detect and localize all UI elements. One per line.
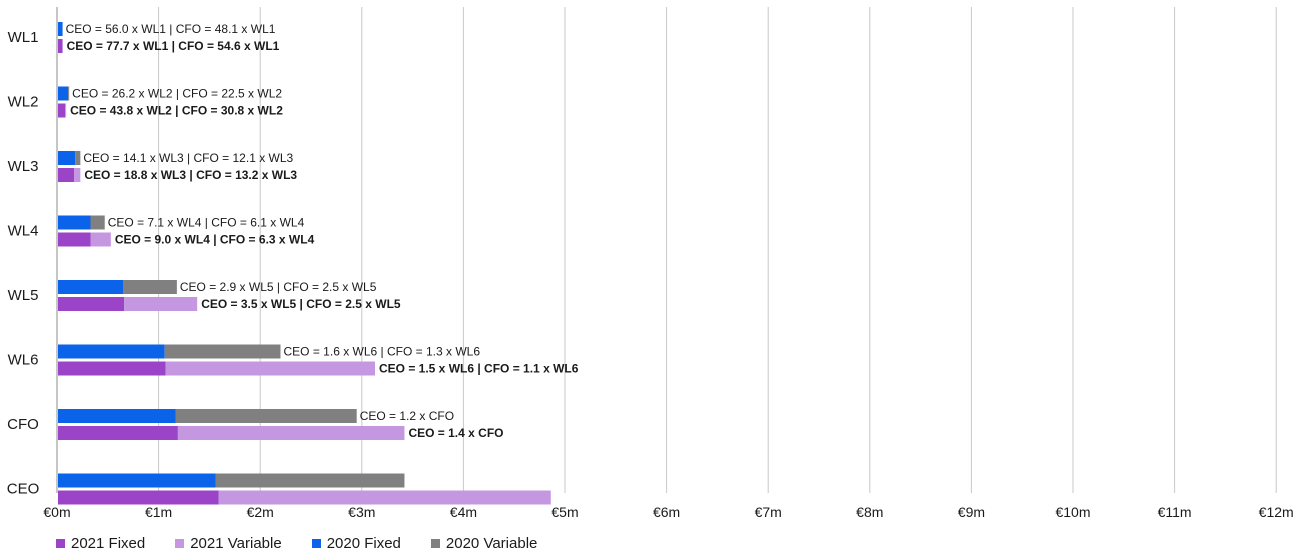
bar-2020-variable [215,473,405,488]
bar-2021-fixed [58,361,166,376]
annotation-2020: CEO = 2.9 x WL5 | CFO = 2.5 x WL5 [180,280,377,294]
bar-2021-variable [124,297,198,311]
bar-2020-fixed [58,86,69,101]
bar-2021-variable [90,232,111,247]
annotation-2020: CEO = 56.0 x WL1 | CFO = 48.1 x WL1 [66,22,276,36]
bar-2021-variable [218,490,551,505]
bar-2021-fixed [58,39,63,53]
annotation-2021: CEO = 77.7 x WL1 | CFO = 54.6 x WL1 [67,39,280,53]
legend-swatch [175,539,185,548]
bar-2021-fixed [58,232,91,247]
x-tick-label: €9m [958,504,985,520]
bar-2021-variable [165,361,375,376]
legend: 2021 Fixed 2021 Variable 2020 Fixed 2020 Va… [56,535,537,552]
x-tick-label: €0m [43,504,70,520]
bar-2020-fixed [58,473,216,488]
legend-swatch [56,539,65,548]
x-tick-label: €6m [653,504,680,520]
category-label: WL6 [8,352,39,369]
bar-2020-fixed [58,344,165,359]
x-tick-label: €2m [247,504,274,520]
bar-2021-fixed [58,297,125,311]
category-label: CEO [7,481,40,498]
bar-2020-fixed [58,215,91,230]
x-tick-label: €10m [1055,504,1090,520]
annotation-2021: CEO = 1.5 x WL6 | CFO = 1.1 x WL6 [379,362,579,376]
legend-swatch [311,539,321,548]
bar-2021-fixed [58,168,75,182]
annotation-2021: CEO = 3.5 x WL5 | CFO = 2.5 x WL5 [201,297,401,311]
legend-item: 2020 Fixed [311,535,401,552]
category-label: WL2 [8,94,39,111]
bar-2020-variable [123,280,177,294]
legend-swatch [430,539,440,548]
category-label: WL3 [8,158,39,175]
x-tick-label: €11m [1158,504,1192,520]
bar-2021-fixed [58,490,219,505]
x-tick-label: €1m [145,504,172,520]
bar-2020-variable [75,151,81,165]
x-tick-label: €8m [856,504,883,520]
x-tick-label: €3m [348,504,375,520]
category-label: WL1 [8,29,39,46]
bar-2020-variable [90,215,105,230]
bar-2020-fixed [58,151,76,165]
x-tick-label: €7m [755,504,782,520]
annotation-2021: CEO = 18.8 x WL3 | CFO = 13.2 x WL3 [84,168,297,182]
bar-2021-fixed [58,103,66,118]
annotation-2020: CEO = 26.2 x WL2 | CFO = 22.5 x WL2 [72,87,282,101]
bar-2021-fixed [58,426,178,440]
category-label: WL5 [8,287,39,304]
annotation-2021: CEO = 43.8 x WL2 | CFO = 30.8 x WL2 [70,104,283,118]
x-tick-label: €12m [1259,504,1294,520]
bar-2020-variable [175,409,357,423]
bar-2020-fixed [58,22,63,36]
x-tick-label: €4m [450,504,477,520]
bar-2020-variable [68,86,70,101]
annotation-2020: CEO = 7.1 x WL4 | CFO = 6.1 x WL4 [108,216,305,230]
legend-label: 2021 Fixed [71,535,146,552]
bar-2020-fixed [58,409,176,423]
bar-2021-variable [177,426,405,440]
bar-2021-variable [74,168,81,182]
annotation-2020: CEO = 1.2 x CFO [360,409,454,423]
annotation-2020: CEO = 1.6 x WL6 | CFO = 1.3 x WL6 [284,345,481,359]
x-tick-label: €5m [551,504,578,520]
legend-item: 2021 Variable [175,535,282,552]
bar-2020-variable [164,344,281,359]
annotation-2021: CEO = 9.0 x WL4 | CFO = 6.3 x WL4 [115,233,315,247]
legend-item: 2020 Variable [430,535,538,552]
bar-2020-fixed [58,280,124,294]
bar-chart: €0m €1m €2m €3m €4m €5m €6m €7m €8m €9m €10m €11m €1… [7,7,1294,520]
annotation-2021: CEO = 1.4 x CFO [408,426,503,440]
category-label: WL4 [8,223,39,240]
legend-label: 2020 Fixed [326,535,401,552]
annotation-2020: CEO = 14.1 x WL3 | CFO = 12.1 x WL3 [83,151,293,165]
bar-2021-variable [65,103,67,118]
legend-label: 2021 Variable [190,535,282,552]
legend-label: 2020 Variable [445,535,538,552]
category-label: CFO [7,416,39,433]
legend-item: 2021 Fixed [56,535,145,552]
